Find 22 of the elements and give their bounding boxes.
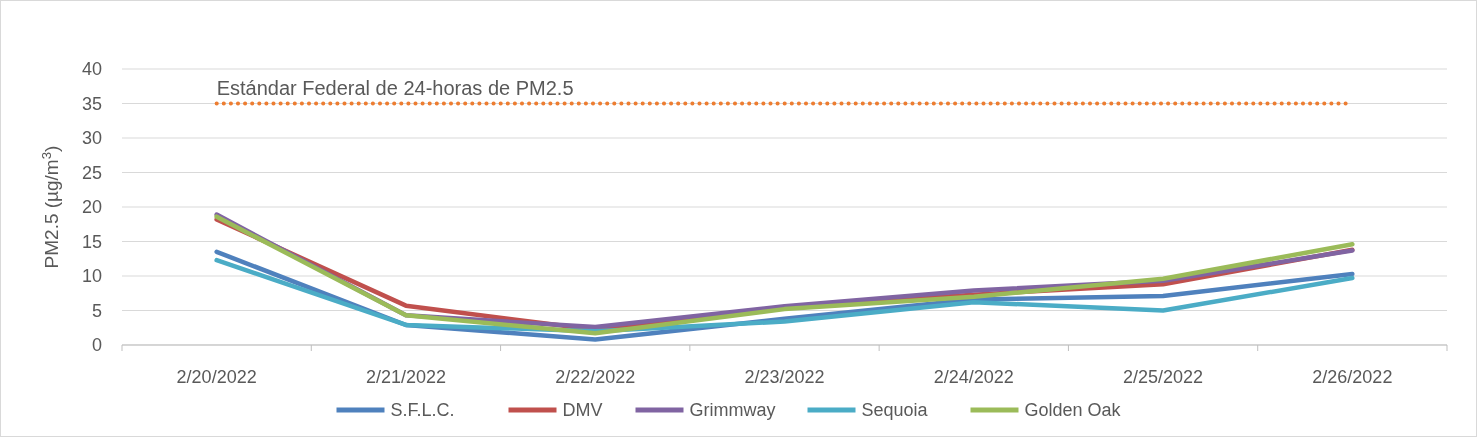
x-tick-label: 2/24/2022 xyxy=(933,367,1014,387)
y-tick-label: 30 xyxy=(81,128,102,149)
y-tick-label: 5 xyxy=(91,300,102,321)
y-tick-label: 35 xyxy=(81,93,102,114)
x-tick-label: 2/25/2022 xyxy=(1123,367,1204,387)
y-tick-label: 15 xyxy=(81,231,102,252)
y-tick-label: 25 xyxy=(81,162,102,183)
y-tick-label: 20 xyxy=(81,197,102,218)
ref-line-label: Estándar Federal de 24-horas de PM2.5 xyxy=(216,76,574,99)
legend-label: DMV xyxy=(562,400,603,421)
y-tick-label: 0 xyxy=(91,335,102,356)
x-tick-label: 2/21/2022 xyxy=(365,367,446,387)
y-tick-label: 40 xyxy=(81,59,102,80)
x-tick-label: 2/23/2022 xyxy=(744,367,825,387)
legend-label: Golden Oak xyxy=(1024,400,1122,421)
x-tick-label: 2/22/2022 xyxy=(555,367,636,387)
x-tick-label: 2/20/2022 xyxy=(176,367,257,387)
x-tick-label: 2/26/2022 xyxy=(1312,367,1393,387)
legend-label: Grimmway xyxy=(689,400,776,421)
legend-label: Sequoia xyxy=(861,400,929,421)
y-tick-label: 10 xyxy=(81,266,102,287)
legend-label: S.F.L.C. xyxy=(390,400,455,421)
